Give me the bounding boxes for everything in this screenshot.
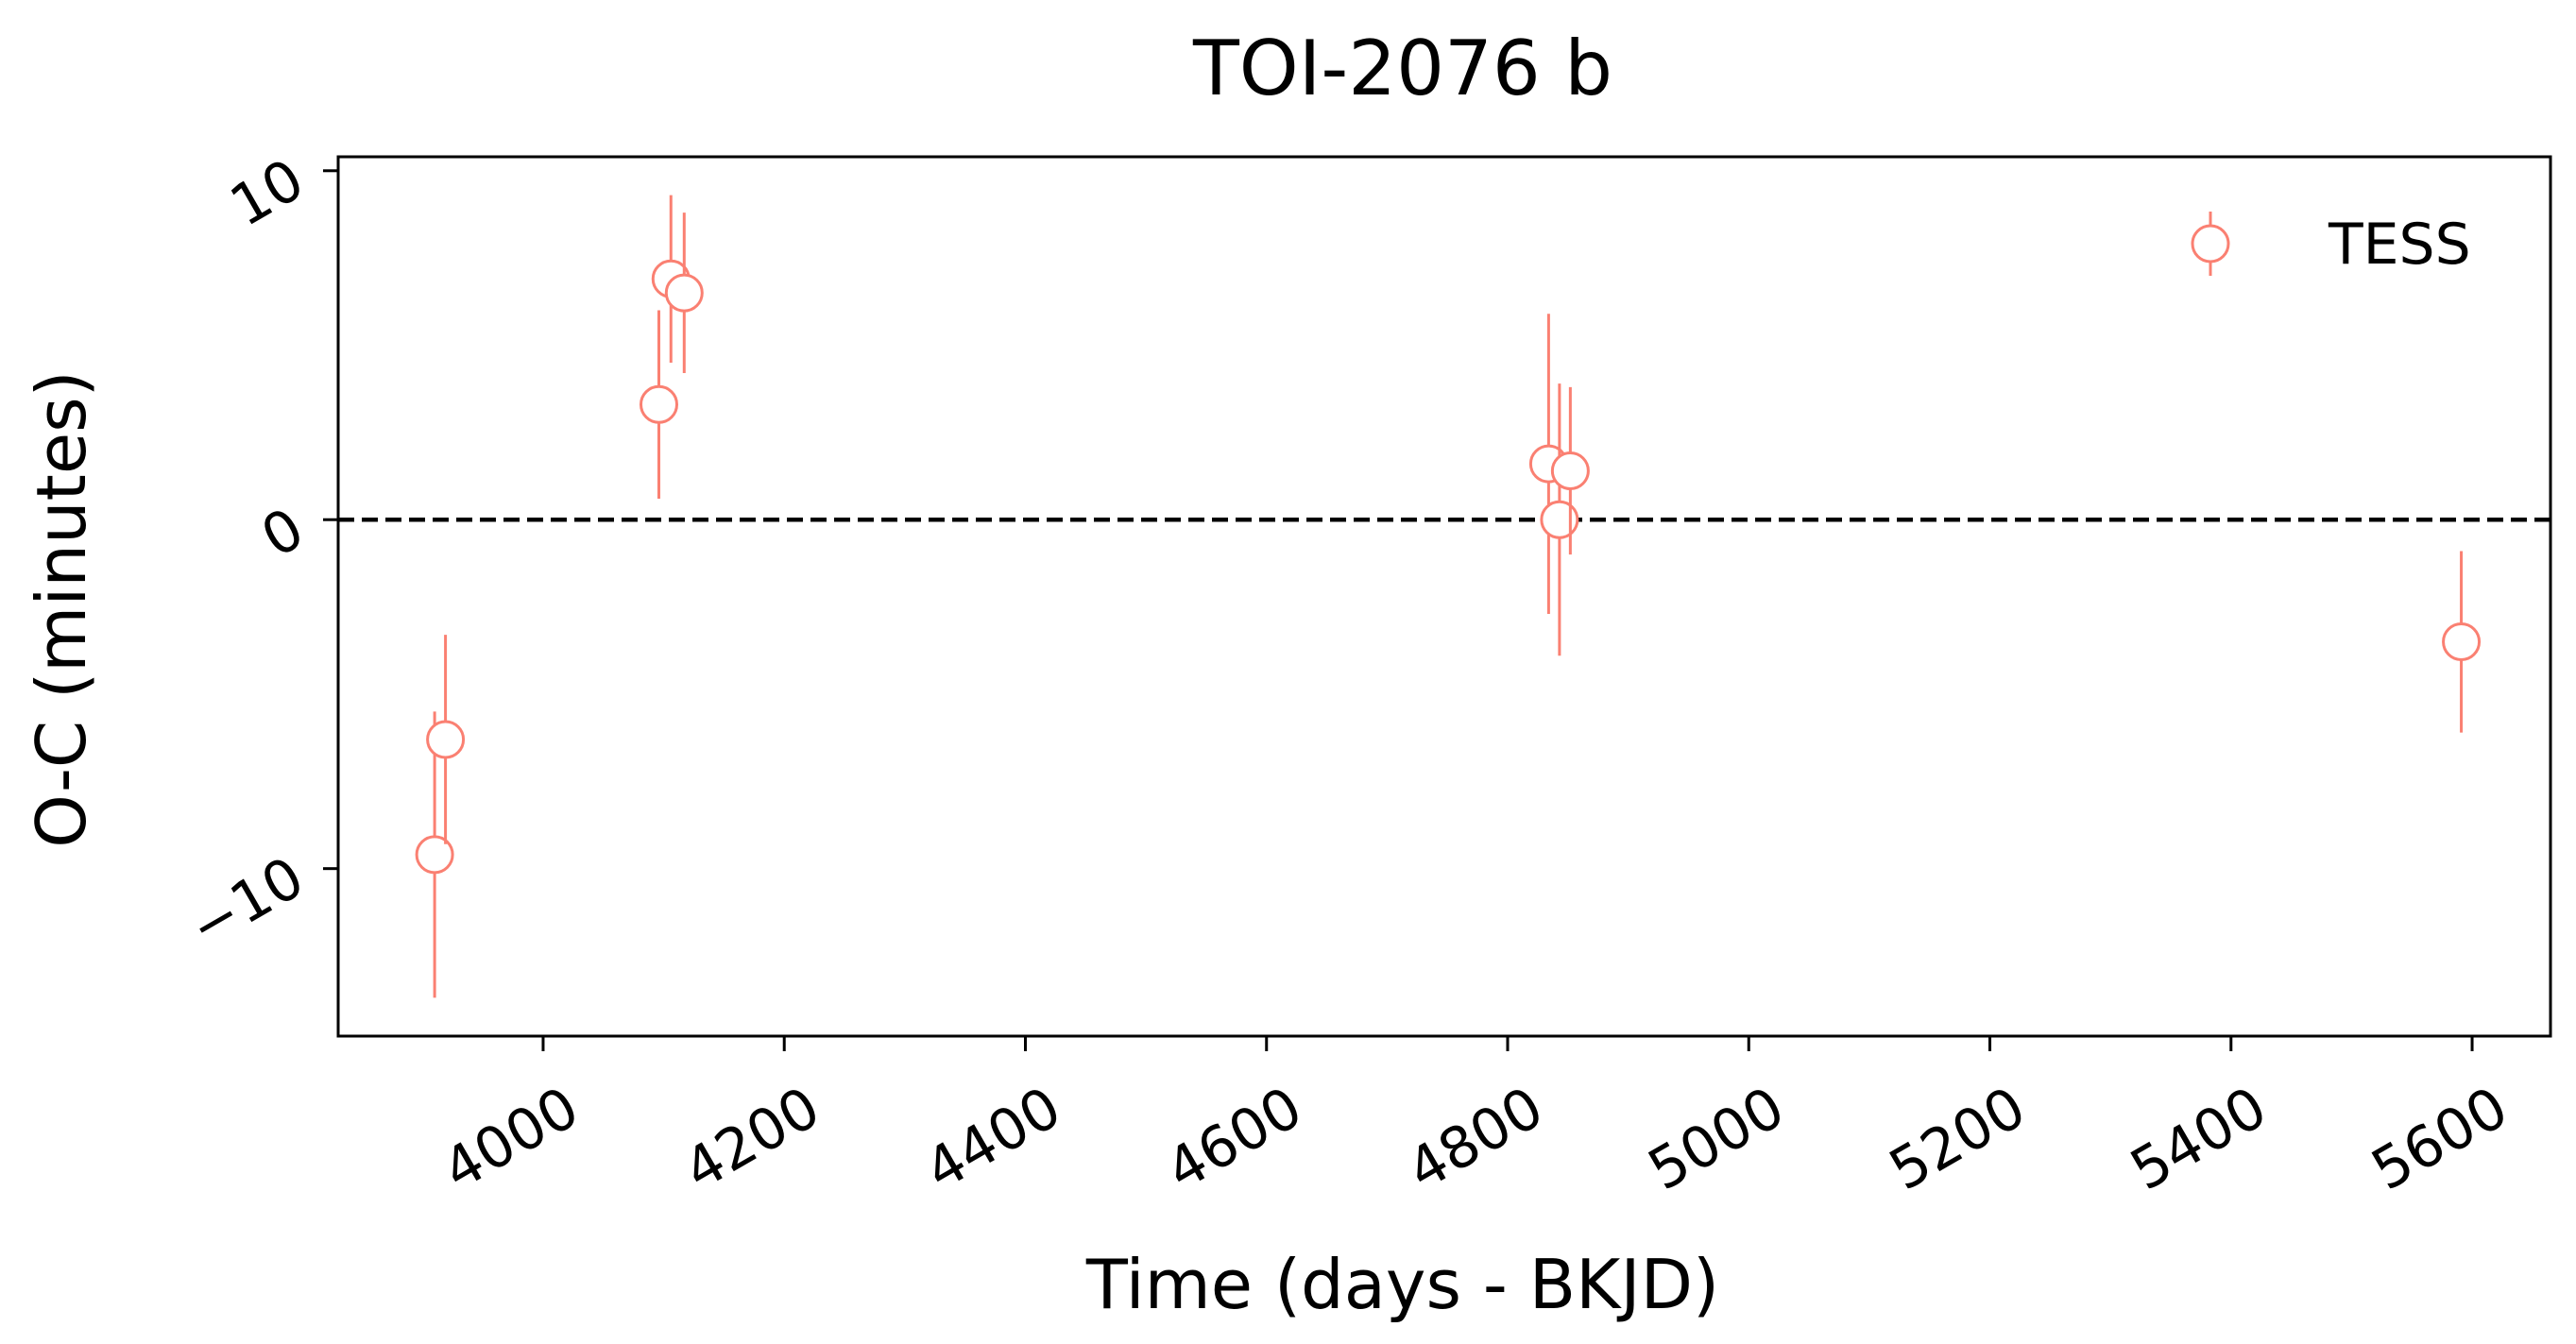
data-point [2442,622,2482,662]
x-axis-label: Time (days - BKJD) [1085,1245,1719,1324]
data-point [415,835,454,875]
x-tick-label: 4600 [1155,1074,1313,1203]
x-tick-label: 5400 [2120,1074,2277,1203]
data-point [426,720,466,759]
x-axis: 4000 4200 4400 4600 4800 5000 5200 5400 5600 [432,1036,2519,1203]
legend: TESS [2191,212,2471,278]
x-tick-label: 4800 [1396,1074,1554,1203]
x-tick-label: 4400 [914,1074,1072,1203]
chart-title: TOI-2076 b [1192,25,1612,112]
x-tick-label: 5600 [2361,1074,2518,1203]
legend-marker [2191,224,2230,264]
data-point [639,384,678,424]
y-tick-label: 0 [250,496,315,571]
y-axis: 10 0 −10 [179,146,338,961]
legend-label-tess: TESS [2328,212,2471,278]
plot-frame [336,155,2552,1038]
x-tick-label: 5200 [1879,1074,2037,1203]
data-point [1550,451,1590,490]
y-tick-label: 10 [219,146,315,240]
x-tick-label: 4200 [673,1074,830,1203]
data-point [664,273,704,313]
y-axis-label: O-C (minutes) [22,370,101,847]
y-tick-label: −10 [179,844,316,961]
plot-area [336,155,2552,1038]
x-tick-label: 5000 [1638,1074,1796,1203]
data-point [1540,500,1579,539]
data-series-tess [415,195,2482,998]
x-tick-label: 4000 [432,1074,589,1203]
